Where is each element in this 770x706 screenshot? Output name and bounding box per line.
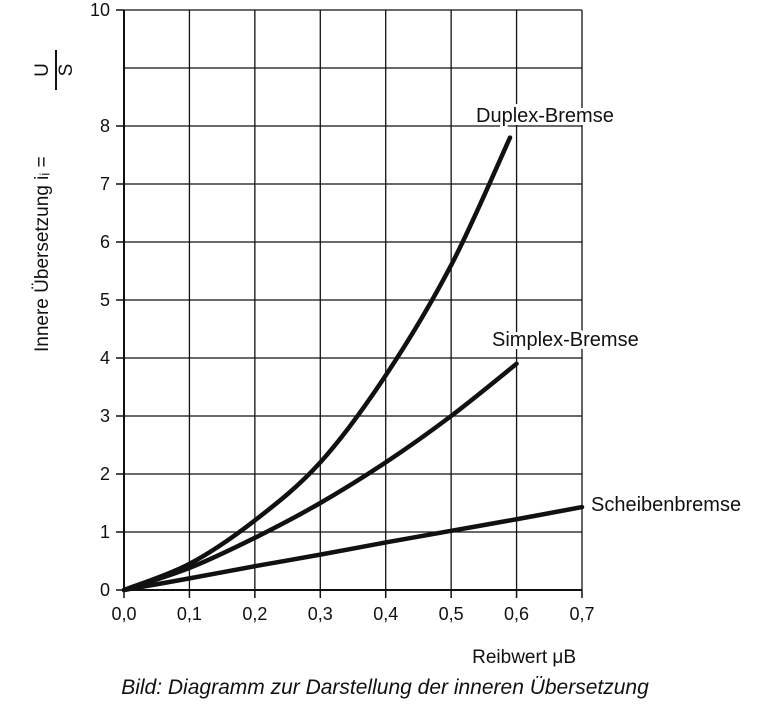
series-label: Simplex-Bremse — [492, 329, 639, 351]
y-tick-label: 5 — [100, 290, 110, 310]
y-tick-label: 7 — [100, 174, 110, 194]
figure-caption: Bild: Diagramm zur Darstellung der inner… — [121, 676, 649, 699]
grid — [123, 9, 583, 590]
y-axis-title-text: Innere Übersetzung iᵢ = — [32, 156, 53, 352]
x-tick-label: 0,1 — [177, 604, 202, 624]
x-tick-label: 0,2 — [242, 604, 267, 624]
y-tick-label: 0 — [100, 580, 110, 600]
series-lines — [121, 135, 585, 593]
x-tick-label: 0,0 — [111, 604, 136, 624]
series-line-1 — [121, 361, 519, 593]
series-line-2 — [121, 504, 585, 593]
y-tick-label: 10 — [90, 0, 110, 20]
series-label: Scheibenbremse — [591, 494, 741, 516]
y-tick-label: 8 — [100, 116, 110, 136]
x-tick-label: 0,7 — [569, 604, 594, 624]
x-tick-label: 0,5 — [439, 604, 464, 624]
x-axis-title: Reibwert μB — [472, 647, 576, 668]
y-tick-labels: 0 1 2 3 4 5 6 7 8 10 — [90, 0, 124, 600]
y-tick-label: 3 — [100, 406, 110, 426]
series-labels: Duplex-Bremse Simplex-Bremse Scheibenbrems… — [473, 102, 744, 519]
y-tick-label: 1 — [100, 522, 110, 542]
y-tick-label: 2 — [100, 464, 110, 484]
chart: 0,0 0,1 0,2 0,3 0,4 0,5 0,6 0,7 0 1 2 3 4 5 6 7 8 10 Dup… — [32, 0, 744, 668]
y-axis-title-denominator: S — [56, 64, 77, 77]
x-tick-labels: 0,0 0,1 0,2 0,3 0,4 0,5 0,6 0,7 — [111, 590, 595, 624]
y-axis-title: Innere Übersetzung iᵢ = U S — [32, 50, 77, 352]
x-tick-label: 0,6 — [504, 604, 529, 624]
series-line-0 — [121, 135, 513, 593]
y-tick-label: 6 — [100, 232, 110, 252]
x-tick-label: 0,3 — [308, 604, 333, 624]
y-tick-label: 4 — [100, 348, 110, 368]
series-label: Duplex-Bremse — [476, 105, 614, 127]
x-tick-label: 0,4 — [373, 604, 398, 624]
y-axis-title-numerator: U — [32, 63, 53, 77]
